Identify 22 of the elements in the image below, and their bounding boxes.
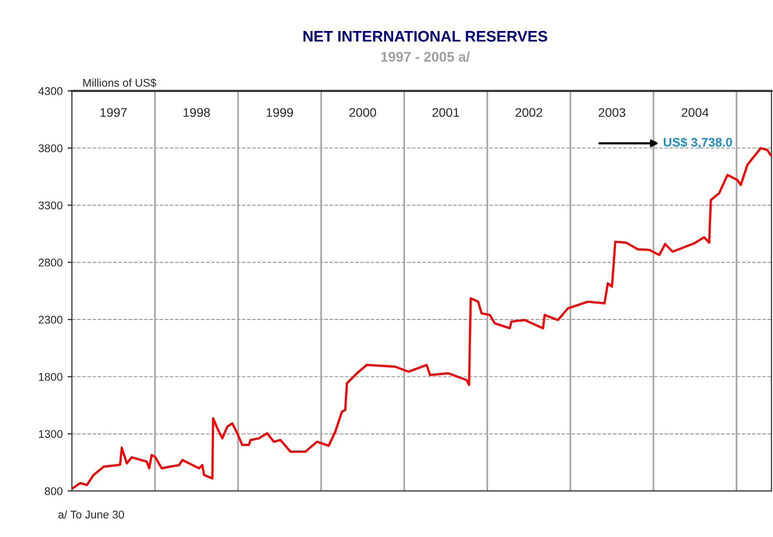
y-tick-label: 3300 [38, 201, 62, 210]
y-tick-label: 2800 [38, 258, 62, 267]
x-tick-label: 2000 [349, 108, 376, 117]
annotation: US$ 3,738.0 [664, 137, 732, 148]
y-tick-label: 1300 [38, 430, 62, 438]
x-tick-label: 2003 [598, 108, 626, 117]
y-tick-label: 4300 [38, 87, 62, 96]
x-tick-label: 1999 [266, 108, 293, 117]
x-tick-label: 2004 [682, 108, 709, 117]
y-axis-title: Millions of US$ [83, 78, 156, 88]
x-tick-label: 2001 [432, 108, 460, 117]
x-tick-label: 1998 [184, 108, 210, 117]
x-tick-label: 2002 [516, 108, 542, 117]
x-tick-label: 1997 [100, 108, 127, 117]
y-tick-label: 1800 [38, 372, 62, 381]
text: a/ To June 30 [58, 510, 124, 519]
line-series [72, 147, 772, 490]
chart-title: NET INTERNATIONAL RESERVES [303, 30, 548, 42]
chart-subtitle: 1997 - 2005 a/ [381, 52, 470, 62]
y-tick-label: 2300 [38, 316, 62, 324]
y-tick-label: 800 [44, 487, 62, 496]
y-tick-label: 3800 [38, 144, 62, 152]
